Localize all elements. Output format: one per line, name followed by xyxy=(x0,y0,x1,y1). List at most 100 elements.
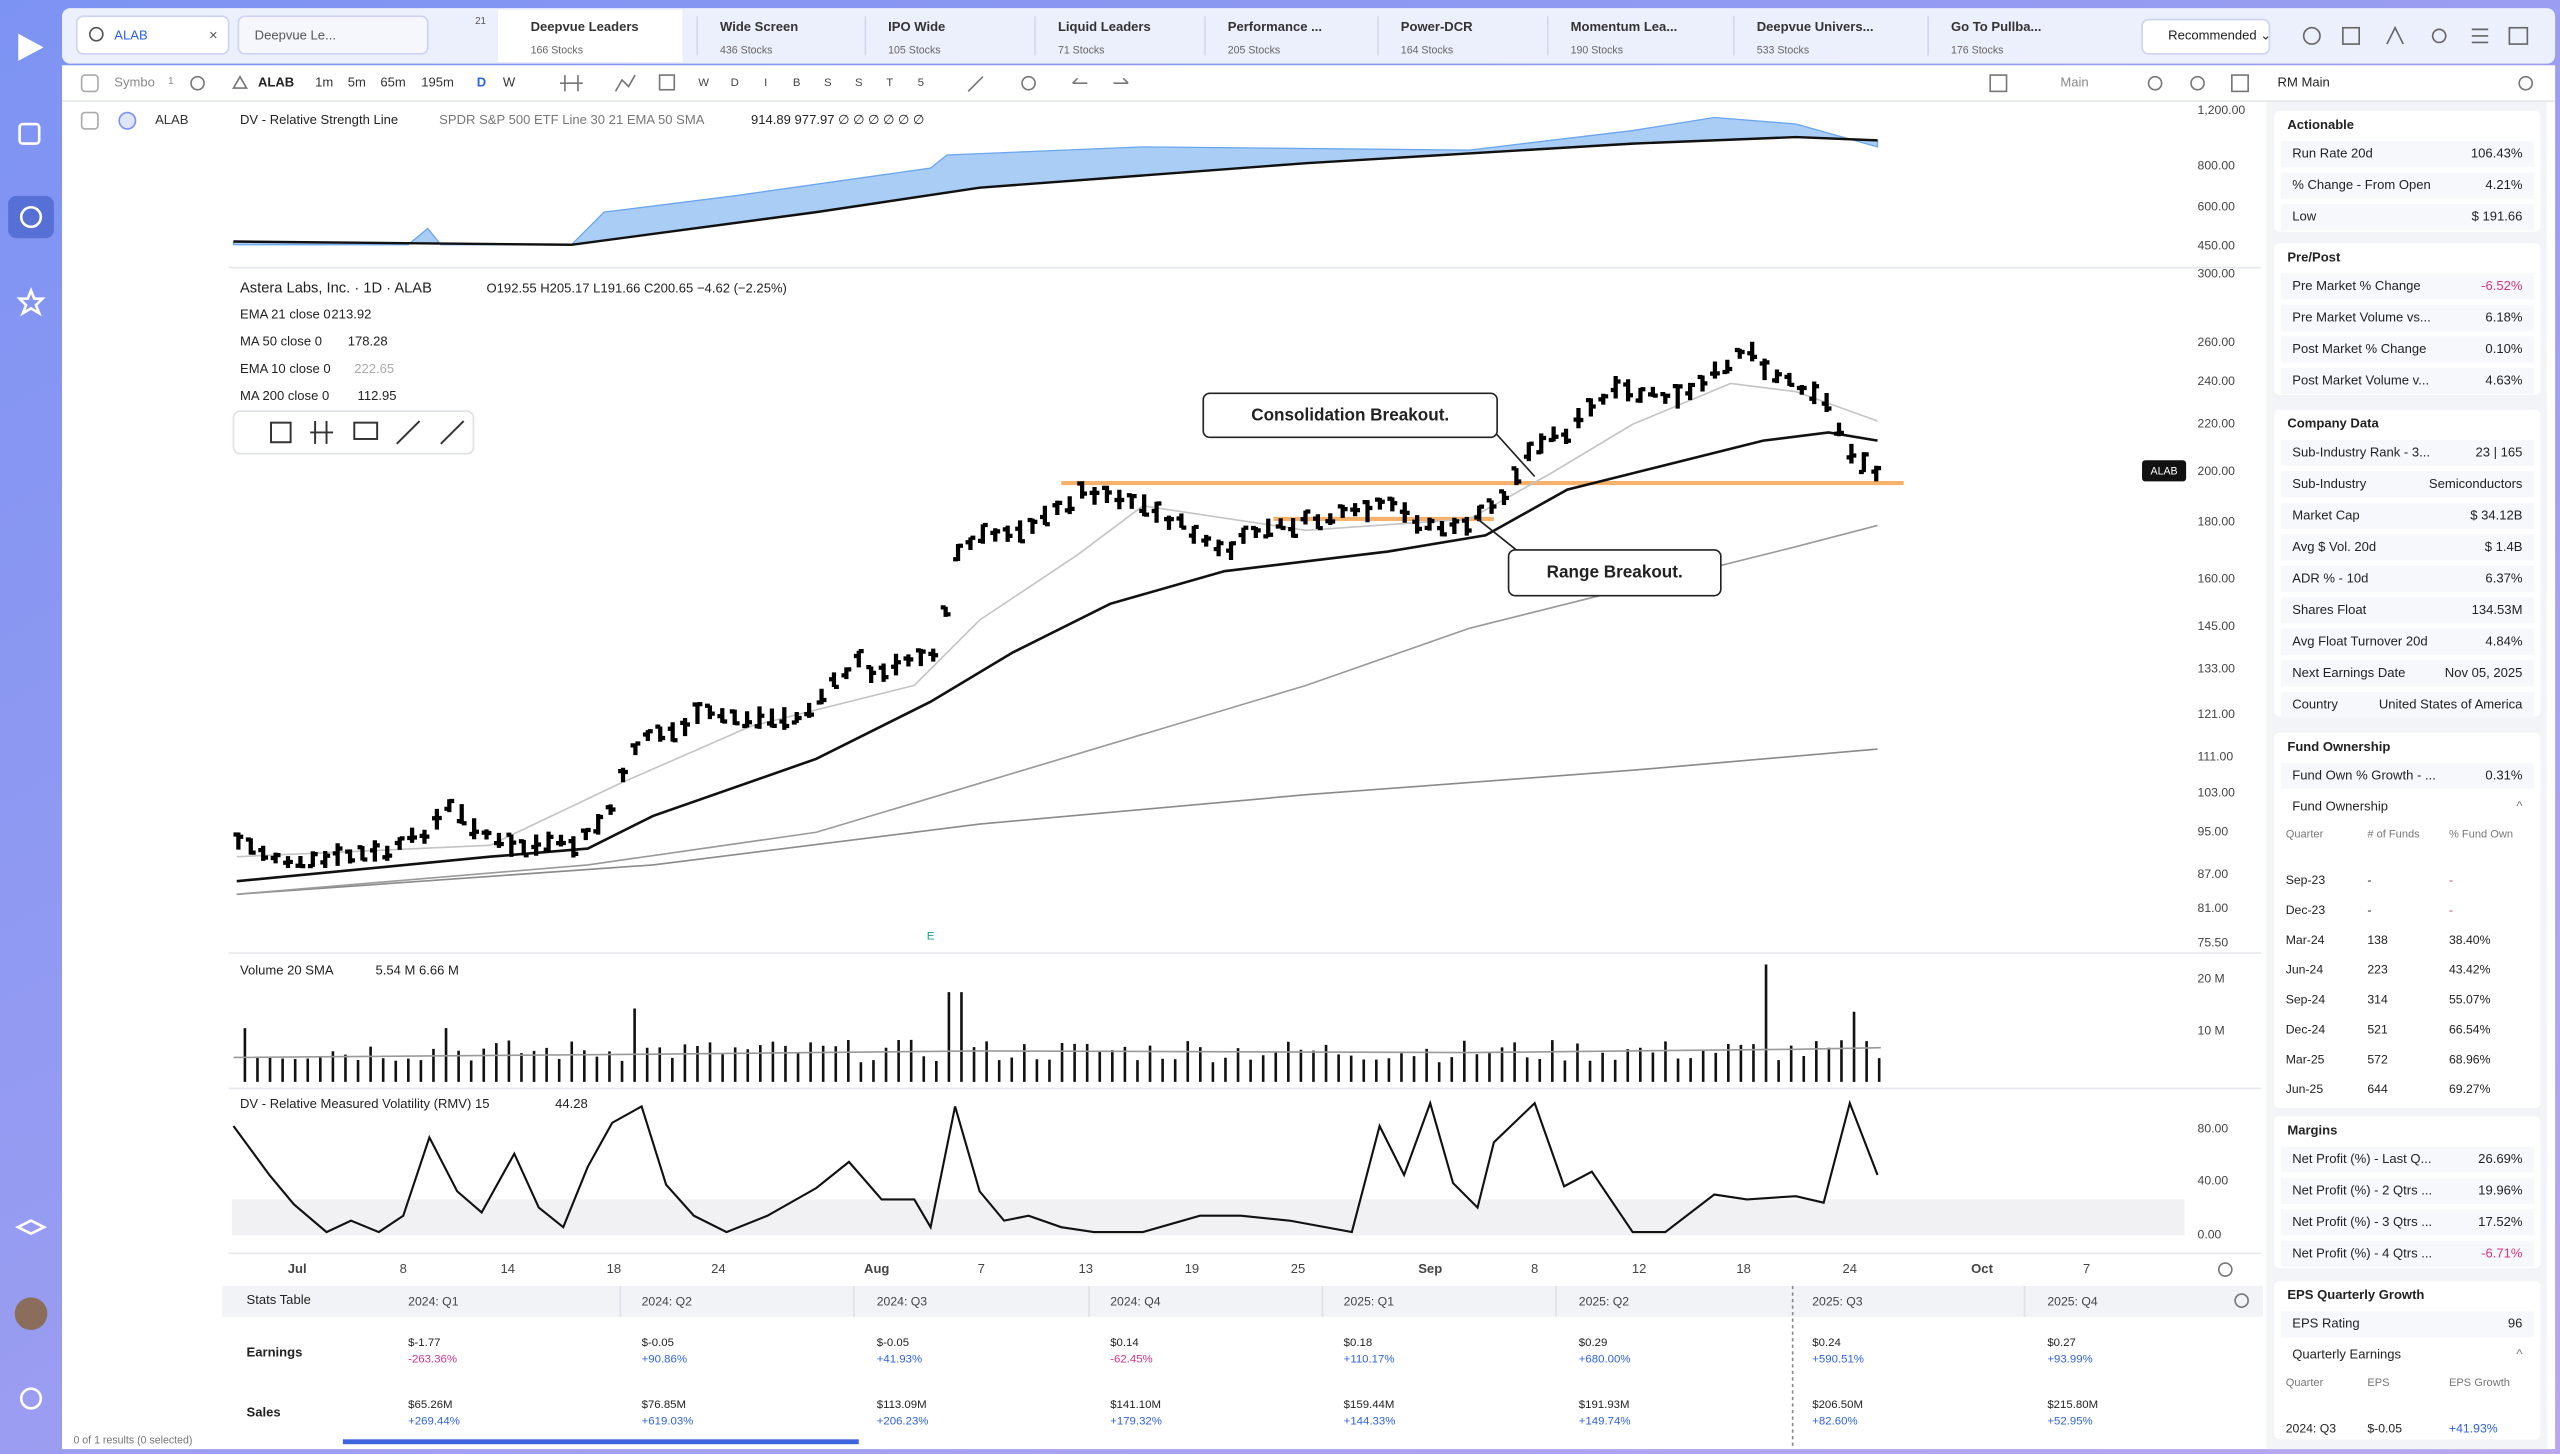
rect-tool[interactable] xyxy=(270,421,292,444)
tab-count[interactable]: 533 Stocks xyxy=(1757,44,1809,56)
interval[interactable]: D xyxy=(477,75,486,90)
chart-type-icon[interactable] xyxy=(614,74,636,92)
section-title: Actionable xyxy=(2287,117,2354,132)
axis-settings-icon[interactable] xyxy=(2217,1262,2233,1277)
nav-active[interactable] xyxy=(8,195,54,239)
clock-icon[interactable] xyxy=(2147,75,2163,91)
toolbar-letter[interactable]: S xyxy=(855,77,863,89)
toolbar-letter[interactable]: W xyxy=(698,77,709,89)
watchlist-box[interactable] xyxy=(237,15,429,55)
tab-count[interactable]: 176 Stocks xyxy=(1951,44,2003,56)
nav-icon[interactable] xyxy=(18,122,41,145)
price-bars xyxy=(233,341,1882,869)
tab-count[interactable]: 166 Stocks xyxy=(531,44,583,56)
note-tool[interactable] xyxy=(353,421,379,440)
cell-value: $0.18 xyxy=(1344,1337,1373,1349)
symbol-input[interactable]: Symbo xyxy=(114,75,155,90)
checkbox[interactable] xyxy=(80,111,99,130)
tab-name[interactable]: Momentum Lea... xyxy=(1571,19,1678,34)
indicator-icon[interactable] xyxy=(560,75,583,92)
search-input[interactable]: ALAB xyxy=(114,27,148,42)
nav-icon[interactable] xyxy=(19,205,43,229)
tool-icon[interactable] xyxy=(2386,25,2404,45)
redo-icon[interactable] xyxy=(1113,77,1129,85)
column-header: 2024: Q3 xyxy=(877,1294,928,1308)
toolbar-letter[interactable]: D xyxy=(731,77,739,89)
share-icon[interactable] xyxy=(2302,26,2321,45)
nav-icon[interactable] xyxy=(16,286,46,317)
fullscreen-icon[interactable] xyxy=(2231,74,2249,93)
draw-icon[interactable] xyxy=(967,76,984,92)
sort-box[interactable] xyxy=(2141,18,2271,55)
toolbar-letter[interactable]: S xyxy=(824,77,832,89)
tab-name[interactable]: IPO Wide xyxy=(888,19,945,34)
interval[interactable]: 65m xyxy=(380,75,406,90)
list-icon[interactable] xyxy=(2471,28,2489,44)
tab-count[interactable]: 105 Stocks xyxy=(888,44,940,56)
close-icon[interactable]: × xyxy=(209,28,218,44)
undo-icon[interactable] xyxy=(1072,77,1088,85)
help-icon[interactable] xyxy=(19,1387,43,1410)
gear-icon[interactable] xyxy=(190,75,205,91)
tab-count[interactable]: 71 Stocks xyxy=(1058,44,1105,56)
tab-name[interactable]: Go To Pullba... xyxy=(1951,19,2041,34)
tab-name[interactable]: Power-DCR xyxy=(1401,19,1473,34)
brush-tool[interactable] xyxy=(396,420,421,445)
toolbar-letter[interactable]: B xyxy=(793,77,801,89)
tab-count[interactable]: 205 Stocks xyxy=(1228,44,1280,56)
settings-icon[interactable] xyxy=(2190,75,2205,91)
tab-name[interactable]: Deepvue Leaders xyxy=(531,19,639,34)
toolbar-letter[interactable]: T xyxy=(886,77,893,89)
pane-title: Volume 20 SMA xyxy=(240,962,334,977)
tab-count[interactable]: 164 Stocks xyxy=(1401,44,1453,56)
nav-icon[interactable] xyxy=(15,1219,48,1236)
axis-label: 75.50 xyxy=(2198,935,2229,949)
scrollbar[interactable] xyxy=(342,1439,859,1445)
watchlist-ticker[interactable]: ALAB xyxy=(155,112,189,127)
layout-icon[interactable] xyxy=(658,74,676,91)
table-cell: +41.93% xyxy=(2449,1421,2498,1435)
refresh-icon[interactable] xyxy=(1021,75,1036,91)
bell-icon[interactable] xyxy=(2431,28,2447,44)
grid-icon[interactable] xyxy=(2508,26,2529,45)
row-bg xyxy=(2280,597,2534,624)
tab-name[interactable]: Performance ... xyxy=(1228,19,1322,34)
table-header: EPS xyxy=(2367,1377,2389,1389)
chart-icon[interactable] xyxy=(2342,26,2360,45)
interval[interactable]: 5m xyxy=(348,75,366,90)
price-tag: ALAB xyxy=(2151,465,2178,477)
tab-name[interactable]: Liquid Leaders xyxy=(1058,19,1151,34)
toolbar-letter[interactable]: I xyxy=(764,77,767,89)
annotation-box[interactable] xyxy=(1202,392,1498,439)
line-tool[interactable] xyxy=(440,420,465,445)
watchlist-select[interactable]: Deepvue Le... xyxy=(255,27,336,42)
tab-name[interactable]: Deepvue Univers... xyxy=(1757,19,1874,34)
table-settings-icon[interactable] xyxy=(2234,1293,2249,1308)
collapse-icon[interactable]: ^ xyxy=(2516,1347,2523,1362)
avatar[interactable] xyxy=(14,1297,48,1330)
cell-change: +590.51% xyxy=(1812,1353,1864,1365)
axis-label: 0.00 xyxy=(2198,1228,2222,1242)
panel-layout[interactable]: RM Main xyxy=(2278,75,2330,90)
layout-select[interactable]: Main xyxy=(2060,75,2088,90)
row-value: 6.18% xyxy=(2485,309,2522,324)
interval[interactable]: 195m xyxy=(421,75,454,90)
indicator-value: 112.95 xyxy=(358,388,397,403)
search-box[interactable] xyxy=(75,15,230,55)
tab-name[interactable]: Wide Screen xyxy=(720,19,798,34)
fib-tool[interactable] xyxy=(310,421,334,444)
x-axis-label: 12 xyxy=(1632,1261,1647,1276)
table-cell: Mar-24 xyxy=(2286,933,2325,947)
toolbar-letter[interactable]: 5 xyxy=(918,77,924,89)
tab-count[interactable]: 436 Stocks xyxy=(720,44,772,56)
panel-settings-icon[interactable] xyxy=(2518,75,2534,91)
sort-select[interactable]: Recommended ⌄ xyxy=(2168,27,2271,42)
rs-line xyxy=(233,135,1878,247)
panel-icon[interactable] xyxy=(1989,74,2008,93)
annotation-box[interactable] xyxy=(1507,549,1722,597)
interval[interactable]: W xyxy=(503,75,516,90)
interval[interactable]: 1m xyxy=(315,75,333,90)
checkbox[interactable] xyxy=(80,74,99,93)
tab-count[interactable]: 190 Stocks xyxy=(1571,44,1623,56)
collapse-icon[interactable]: ^ xyxy=(2516,798,2523,813)
